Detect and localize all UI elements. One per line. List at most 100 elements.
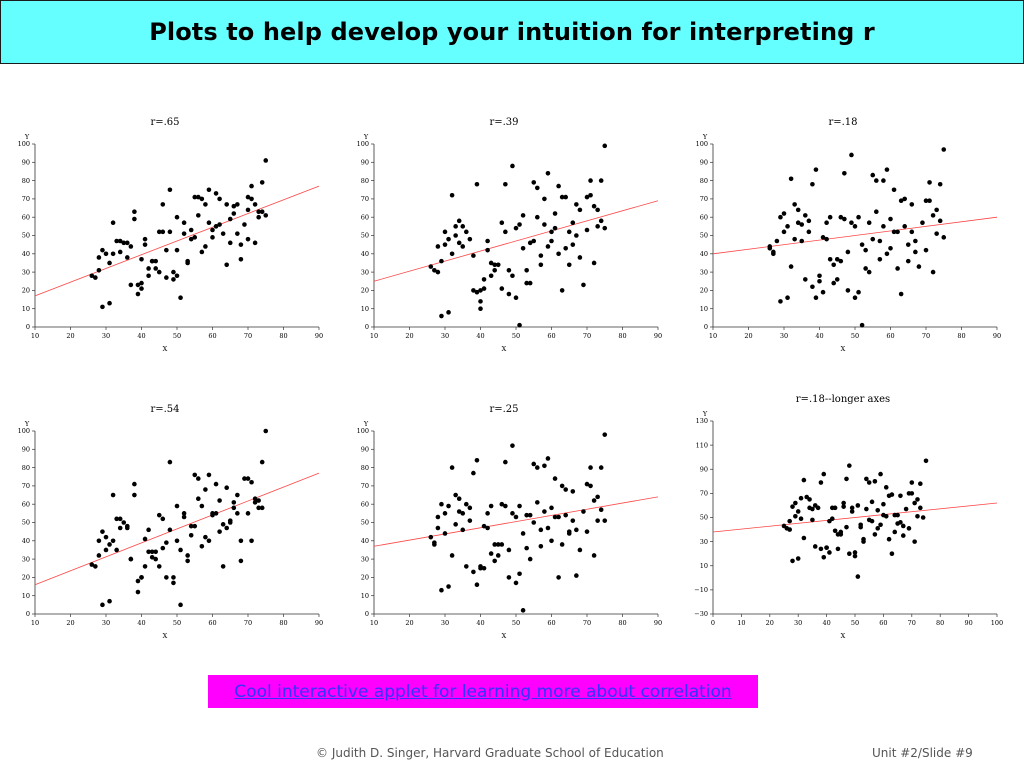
y-tick-label: 50 xyxy=(361,232,369,240)
data-point xyxy=(577,547,583,553)
data-point xyxy=(835,546,841,552)
data-point xyxy=(813,295,819,301)
data-point xyxy=(156,564,162,569)
data-point xyxy=(196,476,201,481)
data-point xyxy=(909,202,915,207)
data-point xyxy=(259,209,265,215)
y-tick-label: 50 xyxy=(22,519,30,527)
data-point xyxy=(435,525,441,531)
data-point xyxy=(827,214,833,220)
data-point xyxy=(153,266,158,271)
data-point xyxy=(941,147,947,152)
data-point xyxy=(531,520,537,525)
data-point xyxy=(549,538,554,544)
x-tick-label: 10 xyxy=(709,332,717,340)
plot-title: r=.39 xyxy=(489,117,518,128)
data-point xyxy=(803,277,808,282)
x-tick-label: 10 xyxy=(31,332,39,340)
data-point xyxy=(787,518,792,524)
data-point xyxy=(598,218,604,224)
data-point xyxy=(188,523,194,529)
data-point xyxy=(456,240,462,246)
y-axis-label: Y xyxy=(24,420,30,428)
x-tick-label: 80 xyxy=(618,332,626,340)
y-tick-label: 60 xyxy=(22,500,30,508)
data-point xyxy=(866,269,872,275)
data-point xyxy=(220,522,226,527)
data-point xyxy=(859,322,865,328)
data-point xyxy=(110,220,116,225)
data-point xyxy=(798,516,804,522)
data-point xyxy=(881,501,886,507)
scatter-plot-r39: r=.39 Y X 0 10 20 30 40 50 60 70 80 90 100 10 20 30 40 50 6… xyxy=(344,110,684,360)
data-point xyxy=(888,216,893,222)
data-point xyxy=(446,503,451,509)
data-point xyxy=(790,558,795,564)
data-point xyxy=(821,555,827,560)
data-point xyxy=(577,207,583,213)
data-point xyxy=(581,282,586,288)
x-tick-label: 80 xyxy=(618,619,626,627)
data-point xyxy=(217,498,222,503)
data-point xyxy=(446,584,451,589)
data-point xyxy=(453,522,458,527)
data-point xyxy=(213,511,219,516)
y-tick-label: 30 xyxy=(22,268,30,276)
data-point xyxy=(428,264,434,269)
y-tick-label: 110 xyxy=(696,441,708,449)
y-tick-label: 30 xyxy=(361,555,369,563)
data-point xyxy=(135,589,141,595)
data-point xyxy=(220,564,226,569)
data-point xyxy=(810,517,815,523)
data-point xyxy=(588,178,593,183)
y-tick-label: 90 xyxy=(22,159,30,167)
data-point xyxy=(602,225,608,231)
data-point xyxy=(795,556,801,561)
y-tick-label: 20 xyxy=(22,287,30,295)
data-point xyxy=(245,194,251,200)
data-point xyxy=(832,505,838,511)
data-point xyxy=(855,503,861,508)
x-tick-label: 80 xyxy=(279,619,287,627)
data-point xyxy=(188,533,194,538)
data-point xyxy=(227,240,233,246)
data-point xyxy=(171,580,176,586)
x-tick-label: 10 xyxy=(370,332,378,340)
data-point xyxy=(520,531,526,536)
data-point xyxy=(467,518,473,523)
data-point xyxy=(499,501,505,507)
data-point xyxy=(499,542,505,547)
data-point xyxy=(884,251,890,257)
data-point xyxy=(574,573,579,578)
data-point xyxy=(442,229,448,235)
data-point xyxy=(224,485,229,491)
data-point xyxy=(852,295,858,301)
applet-link[interactable]: Cool interactive applet for learning mor… xyxy=(234,681,732,702)
data-point xyxy=(855,574,861,579)
y-tick-label: 40 xyxy=(361,250,369,258)
data-point xyxy=(128,244,134,249)
y-tick-label: 90 xyxy=(700,465,708,473)
data-point xyxy=(866,220,872,225)
data-point xyxy=(767,244,773,249)
data-point xyxy=(549,229,554,235)
y-tick-label: 80 xyxy=(700,177,708,185)
data-point xyxy=(916,264,922,269)
data-point xyxy=(799,222,805,227)
data-point xyxy=(559,542,565,547)
data-point xyxy=(499,286,505,291)
data-point xyxy=(103,534,109,540)
data-point xyxy=(249,538,254,544)
data-point xyxy=(847,463,852,468)
y-tick-label: 100 xyxy=(357,140,369,148)
data-point xyxy=(570,489,576,494)
data-point xyxy=(556,575,561,580)
applet-link-box[interactable]: Cool interactive applet for learning mor… xyxy=(208,675,758,708)
data-point xyxy=(117,525,123,531)
data-point xyxy=(803,213,808,218)
data-point xyxy=(591,260,597,266)
data-point xyxy=(110,251,116,257)
data-point xyxy=(435,514,441,520)
y-tick-label: 30 xyxy=(700,268,708,276)
